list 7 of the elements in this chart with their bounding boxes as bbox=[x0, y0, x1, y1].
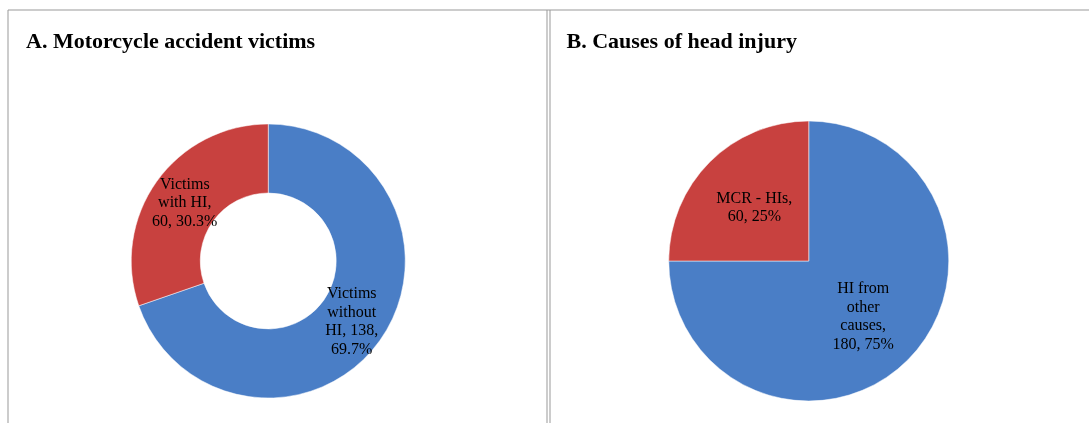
pie-slice bbox=[668, 120, 949, 402]
slice-label: MCR - HIs, 60, 25% bbox=[716, 188, 793, 225]
chart-title: A. Motorcycle accident victims bbox=[26, 28, 316, 53]
slice-label: Victims with HI, 60, 30.3% bbox=[152, 174, 218, 229]
slice-label: Victims without HI, 138, 69.7% bbox=[325, 284, 379, 357]
chart-title: B. Causes of head injury bbox=[566, 28, 797, 53]
slice-label: HI from other causes, 180, 75% bbox=[832, 279, 894, 352]
